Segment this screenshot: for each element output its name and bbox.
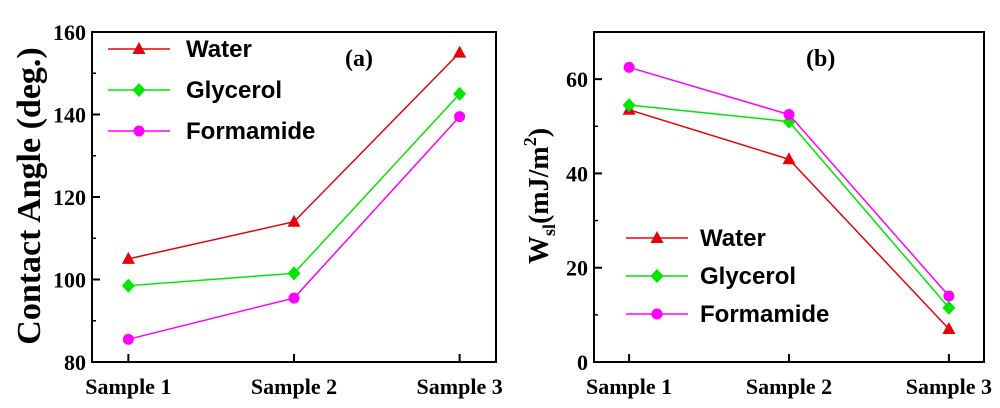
chart-a-panel-label: (a) (345, 46, 373, 72)
chart-a-point-water (453, 45, 467, 58)
chart-a-y-tick-label: 80 (64, 350, 86, 375)
chart-a-x-tick-label: Sample 1 (85, 374, 171, 399)
chart-b-legend-marker-formamide (651, 308, 663, 320)
chart-b-y-axis-label-end: ) (524, 128, 555, 137)
chart-a-y-tick-label: 120 (53, 185, 86, 210)
chart-a-point-water (287, 214, 301, 227)
chart-b-point-glycerol (942, 300, 956, 315)
chart-a-series-line-formamide (128, 116, 461, 341)
chart-a-frame (91, 31, 497, 363)
chart-b-point-formamide (943, 290, 955, 302)
chart-b-y-axis-label-main: W (524, 236, 555, 264)
chart-a-legend-marker-glycerol (132, 83, 146, 97)
chart-b-y-axis-label-sup: 2 (520, 137, 540, 146)
chart-a-y-tick-label: 140 (53, 103, 86, 128)
chart-b-x-tick-label: Sample 2 (746, 374, 832, 399)
chart-b-series-line-water (628, 109, 950, 330)
chart-b-y-axis-label-rest: (mJ/m (524, 146, 555, 224)
chart-b-y-tick-label: 40 (566, 161, 588, 186)
chart-a-y-axis-label: Contact Angle (deg.) (11, 47, 48, 344)
chart-a-legend-marker-formamide (133, 125, 145, 137)
chart-b-x-tick-label: Sample 3 (906, 374, 992, 399)
chart-b: 0 20 40 60 Sample 1 Sample 2 Sample 3 (b) Wsl(… (520, 31, 992, 399)
chart-a-point-glycerol (287, 266, 301, 281)
chart-a-y-tick-label: 100 (53, 268, 86, 293)
chart-a-point-formamide (122, 333, 134, 345)
chart-a-point-formamide (288, 292, 300, 304)
chart-b-y-tick-label: 60 (566, 67, 588, 92)
chart-a-x-tick-label: Sample 2 (251, 374, 337, 399)
chart-a-point-water (121, 251, 135, 264)
chart-b-legend-marker-water (650, 231, 664, 243)
chart-b-y-tick-label: 0 (577, 350, 588, 375)
chart-b-x-tick-label: Sample 1 (586, 374, 672, 399)
chart-a-point-formamide (454, 111, 466, 123)
chart-a: 80 100 120 140 160 Sample 1 Sample 2 Sample 3 (… (11, 20, 503, 399)
chart-b-y-axis-label-sub: sl (539, 224, 559, 236)
chart-b-y-axis-label: Wsl(mJ/m2) (520, 128, 559, 264)
chart-b-panel-label: (b) (806, 46, 835, 72)
chart-b-point-water (942, 322, 956, 334)
chart-a-point-glycerol (453, 86, 467, 101)
chart-a-series-line-water (128, 52, 461, 260)
chart-a-legend-marker-water (132, 42, 146, 54)
chart-a-point-glycerol (121, 278, 135, 293)
chart-b-point-formamide (623, 61, 635, 73)
chart-a-x-tick-label: Sample 3 (417, 374, 503, 399)
chart-b-point-water (782, 152, 796, 165)
chart-b-series-line-formamide (628, 66, 950, 297)
chart-a-legend-label: Glycerol (186, 77, 282, 104)
chart-a-legend-label: Water (186, 36, 252, 63)
chart-b-legend-marker-glycerol (650, 269, 664, 283)
chart-b-point-glycerol (622, 98, 636, 113)
chart-a-y-tick-label: 160 (53, 20, 86, 45)
chart-b-legend: Water Glycerol Formamide (626, 225, 829, 328)
chart-a-legend-label: Formamide (186, 118, 315, 145)
chart-b-legend-label: Formamide (700, 301, 829, 328)
chart-b-y-tick-label: 20 (566, 256, 588, 281)
chart-b-point-formamide (783, 109, 795, 120)
chart-a-legend: Water Glycerol Formamide (108, 36, 315, 145)
chart-b-legend-label: Glycerol (700, 263, 796, 290)
chart-b-legend-label: Water (700, 225, 766, 252)
